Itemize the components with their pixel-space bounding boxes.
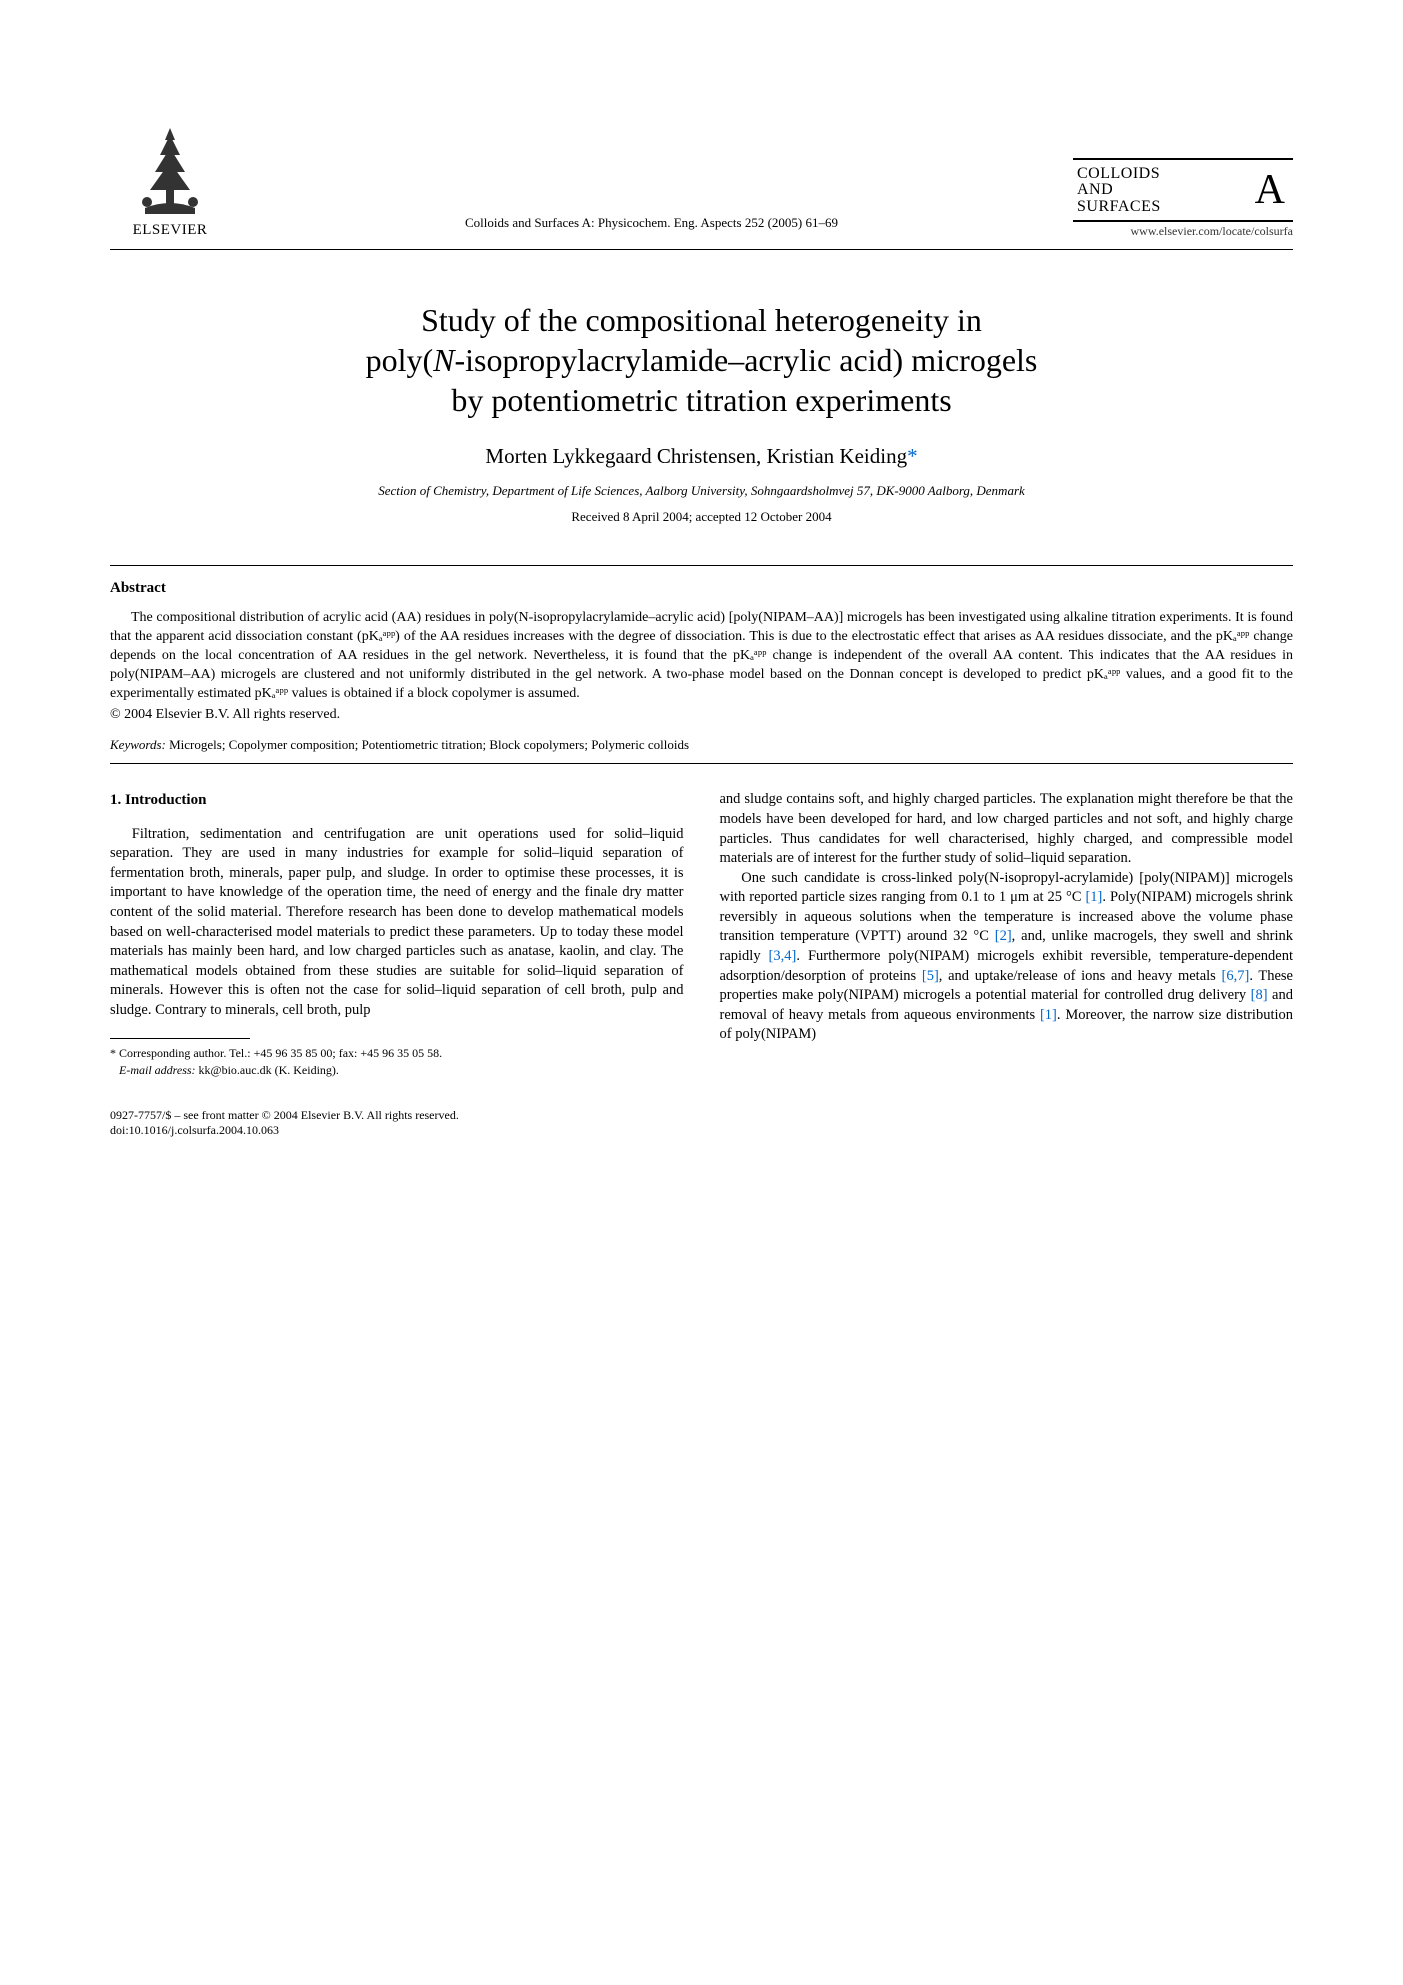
title-line3: by potentiometric titration experiments: [451, 382, 951, 418]
abstract-top-rule: [110, 565, 1293, 566]
cite-1[interactable]: [1]: [1085, 889, 1102, 905]
footnote-corr: Corresponding author. Tel.: +45 96 35 85…: [119, 1046, 442, 1060]
article-dates: Received 8 April 2004; accepted 12 Octob…: [110, 509, 1293, 525]
footer-line1: 0927-7757/$ – see front matter © 2004 El…: [110, 1108, 459, 1122]
intro-para-1: Filtration, sedimentation and centrifuga…: [110, 825, 684, 1021]
author-2: Kristian Keiding: [767, 444, 908, 468]
footnote-rule: [110, 1038, 250, 1039]
author-1: Morten Lykkegaard Christensen: [485, 444, 756, 468]
cite-4[interactable]: [5]: [922, 968, 939, 984]
footnote-email-label: E-mail address:: [119, 1063, 196, 1077]
corresponding-mark: *: [907, 444, 918, 468]
abstract-heading: Abstract: [110, 580, 1293, 597]
title-line2-post: -isopropylacrylamide–acrylic acid) micro…: [455, 342, 1038, 378]
publisher-label: ELSEVIER: [133, 222, 208, 239]
footer-block: 0927-7757/$ – see front matter © 2004 El…: [110, 1108, 1293, 1139]
cite-2[interactable]: [2]: [995, 928, 1012, 944]
journal-logo-letter: A: [1255, 174, 1289, 208]
cite-5[interactable]: [6,7]: [1222, 968, 1250, 984]
intro-para-2a: and sludge contains soft, and highly cha…: [720, 790, 1294, 868]
journal-header: ELSEVIER Colloids and Surfaces A: Physic…: [110, 120, 1293, 239]
footnote-ast: *: [110, 1046, 116, 1060]
intro-heading: 1. Introduction: [110, 790, 684, 810]
journal-logo-box: COLLOIDS AND SURFACES A: [1073, 158, 1293, 222]
authors-line: Morten Lykkegaard Christensen, Kristian …: [110, 444, 1293, 469]
abstract-copyright: © 2004 Elsevier B.V. All rights reserved…: [110, 707, 1293, 723]
affiliation: Section of Chemistry, Department of Life…: [110, 483, 1293, 499]
footnote-block: * Corresponding author. Tel.: +45 96 35 …: [110, 1045, 684, 1077]
body-columns: 1. Introduction Filtration, sedimentatio…: [110, 790, 1293, 1077]
cite-6[interactable]: [8]: [1251, 987, 1268, 1003]
abstract-bottom-rule: [110, 763, 1293, 764]
header-rule: [110, 249, 1293, 250]
column-right: and sludge contains soft, and highly cha…: [720, 790, 1294, 1077]
footnote-email[interactable]: kk@bio.auc.dk: [199, 1063, 272, 1077]
journal-url[interactable]: www.elsevier.com/locate/colsurfa: [1073, 224, 1293, 239]
column-left: 1. Introduction Filtration, sedimentatio…: [110, 790, 684, 1077]
elsevier-tree-icon: [125, 120, 215, 220]
journal-logo-line3: SURFACES: [1077, 198, 1161, 215]
title-line2-pre: poly(: [366, 342, 434, 378]
footer-line2: doi:10.1016/j.colsurfa.2004.10.063: [110, 1123, 279, 1137]
abstract-text: The compositional distribution of acryli…: [110, 610, 1293, 701]
cite-3[interactable]: [3,4]: [769, 948, 797, 964]
footnote-email-who: (K. Keiding).: [275, 1063, 339, 1077]
publisher-logo-block: ELSEVIER: [110, 120, 230, 239]
journal-logo-line1: COLLOIDS: [1077, 165, 1160, 182]
article-title: Study of the compositional heterogeneity…: [110, 300, 1293, 420]
intro-para-2b: One such candidate is cross-linked poly(…: [720, 869, 1294, 1045]
title-line2-ital: N: [433, 342, 454, 378]
p2b-5: , and uptake/release of ions and heavy m…: [939, 968, 1222, 984]
keywords-line: Keywords: Microgels; Copolymer compositi…: [110, 737, 1293, 753]
keywords-text: Microgels; Copolymer composition; Potent…: [169, 737, 689, 752]
keywords-label: Keywords:: [110, 737, 166, 752]
journal-logo-block: COLLOIDS AND SURFACES A www.elsevier.com…: [1073, 158, 1293, 239]
journal-logo-line2: AND: [1077, 181, 1113, 198]
journal-logo-text: COLLOIDS AND SURFACES: [1077, 166, 1161, 216]
abstract-body: The compositional distribution of acryli…: [110, 609, 1293, 703]
cite-7[interactable]: [1]: [1040, 1007, 1057, 1023]
journal-reference: Colloids and Surfaces A: Physicochem. En…: [230, 215, 1073, 239]
title-line1: Study of the compositional heterogeneity…: [421, 302, 982, 338]
